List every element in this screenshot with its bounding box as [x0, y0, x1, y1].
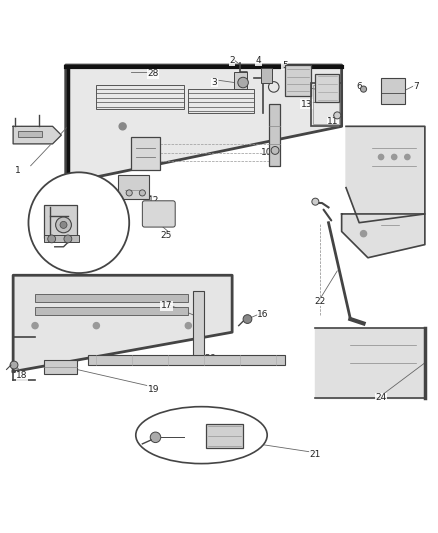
Text: 28: 28: [148, 69, 159, 78]
Circle shape: [312, 198, 319, 205]
Bar: [131, 138, 160, 170]
Bar: [234, 71, 247, 89]
Ellipse shape: [136, 407, 267, 464]
Polygon shape: [13, 275, 232, 372]
Bar: [118, 174, 149, 199]
Text: 17: 17: [161, 302, 172, 310]
Bar: [311, 83, 342, 126]
Text: 13: 13: [301, 100, 312, 109]
Text: 22: 22: [314, 297, 325, 306]
Bar: [269, 104, 280, 166]
Circle shape: [48, 235, 56, 243]
Bar: [44, 360, 77, 374]
Text: 27: 27: [25, 126, 36, 135]
Text: 24: 24: [375, 393, 387, 402]
Circle shape: [28, 172, 129, 273]
Bar: [35, 307, 188, 314]
Polygon shape: [13, 126, 61, 144]
Bar: [193, 290, 204, 361]
Bar: [315, 74, 339, 102]
Text: 25: 25: [161, 231, 172, 240]
Bar: [35, 294, 188, 302]
Bar: [44, 236, 79, 242]
Text: 21: 21: [310, 450, 321, 459]
Circle shape: [392, 155, 397, 159]
Text: 11: 11: [327, 117, 339, 126]
Polygon shape: [315, 328, 425, 398]
Bar: [313, 85, 339, 124]
Bar: [88, 356, 285, 365]
Circle shape: [60, 221, 67, 229]
Bar: [381, 78, 405, 104]
Circle shape: [378, 155, 384, 159]
Bar: [18, 131, 42, 138]
Text: 2: 2: [230, 56, 235, 65]
Text: 26: 26: [205, 354, 216, 363]
Text: 20: 20: [152, 446, 163, 455]
Circle shape: [334, 112, 341, 119]
Text: 7: 7: [413, 83, 419, 92]
FancyArrowPatch shape: [324, 209, 331, 221]
Circle shape: [32, 322, 38, 329]
Text: 12: 12: [148, 196, 159, 205]
Polygon shape: [346, 126, 425, 223]
Polygon shape: [66, 65, 342, 183]
Text: 1: 1: [14, 166, 21, 175]
Circle shape: [360, 86, 367, 92]
Circle shape: [56, 217, 71, 233]
Circle shape: [150, 432, 161, 442]
Circle shape: [185, 322, 191, 329]
Circle shape: [126, 190, 132, 196]
Text: 10: 10: [261, 148, 273, 157]
Circle shape: [405, 155, 410, 159]
Bar: [206, 424, 243, 448]
Circle shape: [119, 123, 126, 130]
Circle shape: [243, 314, 252, 324]
Text: 6: 6: [356, 83, 362, 92]
Bar: [44, 205, 77, 238]
Text: 5: 5: [282, 61, 288, 69]
FancyBboxPatch shape: [142, 201, 175, 227]
Text: 15: 15: [29, 223, 41, 231]
Circle shape: [10, 361, 18, 369]
Circle shape: [271, 147, 279, 155]
Text: 16: 16: [257, 310, 268, 319]
Bar: [188, 89, 254, 113]
Bar: [261, 68, 272, 84]
Circle shape: [360, 231, 367, 237]
Circle shape: [238, 77, 248, 88]
Text: 4: 4: [256, 56, 261, 65]
Text: 18: 18: [16, 372, 28, 381]
Circle shape: [64, 235, 72, 243]
Text: 3: 3: [212, 78, 218, 87]
Text: 14: 14: [139, 152, 150, 161]
Text: 19: 19: [148, 385, 159, 394]
Bar: [285, 65, 311, 96]
Bar: [96, 85, 184, 109]
Polygon shape: [342, 214, 425, 258]
Text: 23: 23: [288, 83, 299, 92]
Circle shape: [139, 190, 145, 196]
Circle shape: [93, 322, 99, 329]
